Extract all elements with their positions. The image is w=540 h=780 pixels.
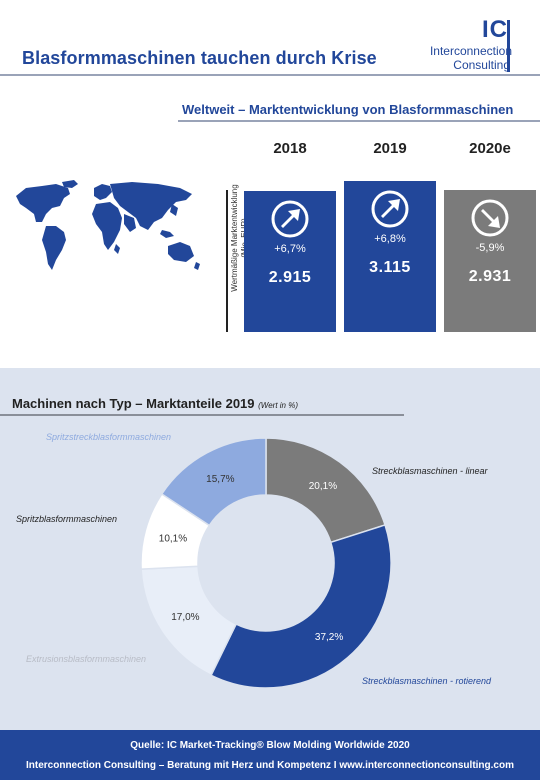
donut-slice [160,437,267,527]
logo-name-line2: Consulting [453,58,510,72]
logo-bar [507,20,510,72]
donut-value-label: 20,1% [309,481,337,492]
company-logo: IC Interconnection Consulting [420,16,520,74]
bar-chart-axis [226,190,228,332]
arrow-down-right-icon [471,199,509,237]
donut-value-label: 17,0% [171,612,199,623]
bar: +6,8% 3.115 [344,181,436,332]
year-label: 2018 [273,140,307,157]
bar-growth-label: +6,8% [374,233,406,245]
header: Blasformmaschinen tauchen durch Krise IC… [0,0,540,86]
bar-value-label: 2.915 [268,269,312,286]
bar-value-label: 2.931 [468,268,512,285]
donut-slice [210,524,392,689]
bar: +6,7% 2.915 [244,191,336,332]
title-divider [0,74,540,76]
logo-name-line1: Interconnection [429,44,512,58]
year-label: 2020e [469,140,511,157]
donut-value-label: 10,1% [159,533,187,544]
arrow-up-right-icon [271,200,309,238]
year-label: 2019 [373,140,407,157]
types-section-divider [0,414,404,416]
donut-category-label: Streckblasmaschinen - linear [372,466,488,476]
donut-category-label: Spritzstreckblasformmaschinen [46,432,172,442]
types-section-note: (Wert in %) [258,401,298,410]
donut-category-label: Spritzblasformmaschinen [16,514,118,524]
types-section-title: Machinen nach Typ – Marktanteile 2019 (W… [12,396,298,411]
market-section-title: Weltweit – Marktentwicklung von Blasform… [182,102,514,117]
bar-growth-label: +6,7% [274,243,306,255]
market-section-divider [178,120,540,122]
bar: -5,9% 2.931 [444,190,536,332]
donut-category-label: Extrusionsblasformmaschinen [26,654,147,664]
logo-letters: IC [482,16,508,43]
page-title: Blasformmaschinen tauchen durch Krise [22,48,377,68]
donut-value-label: 37,2% [315,632,343,643]
bar-growth-label: -5,9% [475,242,505,254]
footer: Quelle: IC Market-Tracking® Blow Molding… [0,730,540,780]
footer-tagline: Interconnection Consulting – Beratung mi… [26,760,514,771]
donut-chart: 20,1% 37,2% 17,0% 10,1% 15,7% [140,437,392,689]
world-map-icon [16,180,200,270]
bar-value-label: 3.115 [369,259,411,276]
donut-value-label: 15,7% [206,474,234,485]
donut-category-label: Streckblasmaschinen - rotierend [362,676,492,686]
arrow-up-right-icon [371,190,409,228]
footer-source: Quelle: IC Market-Tracking® Blow Molding… [130,740,410,751]
